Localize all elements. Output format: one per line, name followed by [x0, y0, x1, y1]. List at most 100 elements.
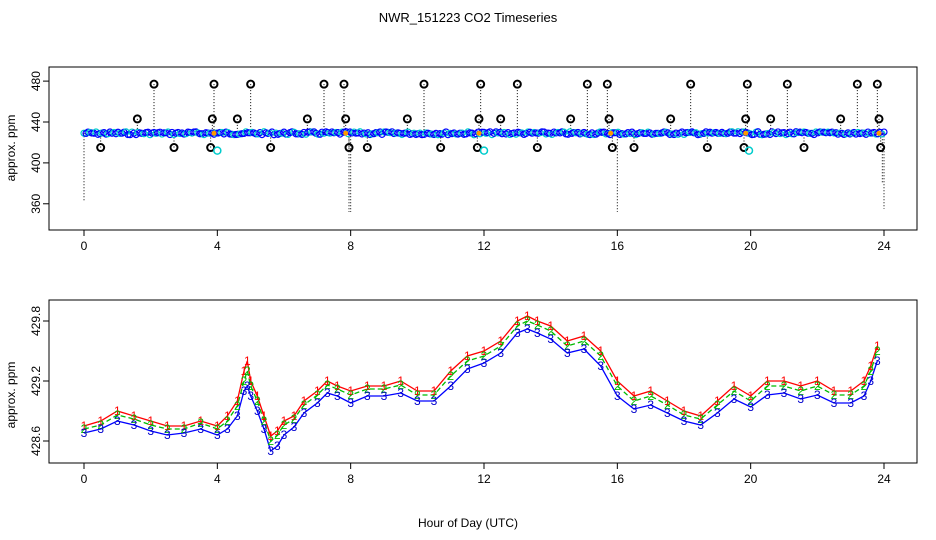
series-2-point-label: 2 [261, 414, 268, 428]
bottom-x-axis: 0 4 8 12 16 20 24 [81, 463, 891, 486]
series-2-point-label: 2 [164, 422, 171, 436]
open-circle-point [766, 114, 776, 124]
series-1-point-label: 1 [164, 419, 171, 433]
top-x-axis: 0 4 8 12 16 20 24 [81, 230, 891, 253]
open-circle-point [339, 79, 349, 89]
series-2-point-label: 2 [234, 399, 241, 413]
series-3-point-label: 3 [831, 396, 838, 410]
open-circle-point [702, 143, 712, 153]
open-circle-point [232, 114, 242, 124]
series-3-point-label: 3 [781, 386, 788, 400]
open-circle-point [207, 114, 217, 124]
open-circle-point [472, 143, 482, 153]
series-2-point-label: 2 [534, 318, 541, 332]
series-1-point-label: 1 [254, 389, 261, 403]
series-1-point-label: 1 [301, 394, 308, 408]
series-2-point-label: 2 [747, 394, 754, 408]
series-2-point-label: 2 [861, 379, 868, 393]
series-1-point-label: 1 [381, 379, 388, 393]
series-1-point-label: 1 [847, 384, 854, 398]
series-3-point-label: 3 [314, 396, 321, 410]
series-2-point-label: 2 [224, 414, 231, 428]
series-1-point-label: 1 [181, 419, 188, 433]
series-1-point-label: 1 [681, 404, 688, 418]
series-3-point-label: 3 [291, 420, 298, 434]
series-1-point-label: 1 [731, 379, 738, 393]
series-3-point-label: 3 [131, 418, 138, 432]
open-circle-point [209, 79, 219, 89]
open-circle-point [874, 114, 884, 124]
series-1-point-label: 1 [234, 394, 241, 408]
open-circle-point [582, 79, 592, 89]
series-2-point-label: 2 [681, 408, 688, 422]
series-1-point-label: 1 [114, 404, 121, 418]
baseline-point [316, 130, 324, 138]
open-circle-point [169, 143, 179, 153]
series-3-point-label: 3 [234, 409, 241, 423]
series-1-point-label: 1 [291, 409, 298, 423]
series-2-point-label: 2 [81, 422, 88, 436]
series-2-point-label: 2 [97, 418, 104, 432]
series-3-point-label: 3 [614, 389, 621, 403]
series-1-point-label: 1 [581, 329, 588, 343]
open-circle-point [629, 143, 639, 153]
open-circle-point [799, 143, 809, 153]
series-1-point-label: 1 [347, 384, 354, 398]
series-3-point-label: 3 [397, 386, 404, 400]
series-1-line [83, 315, 878, 438]
series-3-point-label: 3 [764, 388, 771, 402]
series-3-point-label: 3 [547, 332, 554, 346]
y-tick-label: 429.8 [29, 306, 43, 336]
open-circle-point [362, 143, 372, 153]
open-circle-point [474, 114, 484, 124]
series-1-point-label: 1 [861, 374, 868, 388]
series-2-point-label: 2 [614, 379, 621, 393]
x-tick-label: 24 [877, 472, 891, 486]
open-circle-point [666, 114, 676, 124]
baseline-point [600, 128, 608, 136]
x-tick-label: 4 [214, 239, 221, 253]
baseline-point [224, 128, 232, 137]
series-1-point-label: 1 [647, 384, 654, 398]
series-2-point-label: 2 [114, 408, 121, 422]
open-circle-point [149, 79, 159, 89]
series-3-point-label: 3 [514, 326, 521, 340]
series-2-point-label: 2 [664, 398, 671, 412]
series-3-point-label: 3 [114, 414, 121, 428]
series-1-point-label: 1 [867, 359, 874, 373]
open-circle-point [876, 143, 886, 153]
series-2-point-label: 2 [314, 388, 321, 402]
series-3-point-label: 3 [847, 396, 854, 410]
series-1-point-label: 1 [241, 364, 248, 378]
top-y-axis-label: approx. ppm [4, 115, 18, 182]
series-2-point-label: 2 [334, 382, 341, 396]
series-1-point-label: 1 [714, 394, 721, 408]
series-3-point-label: 3 [874, 354, 881, 368]
series-2-point-label: 2 [431, 388, 438, 402]
series-2-point-label: 2 [481, 349, 488, 363]
series-1-point-label: 1 [664, 394, 671, 408]
series-3-point-label: 3 [497, 346, 504, 360]
series-2-point-label: 2 [847, 388, 854, 402]
x-tick-label: 0 [81, 472, 88, 486]
series-2-point-label: 2 [364, 382, 371, 396]
cyan-circle-point [744, 146, 754, 155]
series-3-point-label: 3 [564, 346, 571, 360]
series-1-point-label: 1 [814, 374, 821, 388]
series-2-point-label: 2 [514, 319, 521, 333]
series-2-point-label: 2 [781, 379, 788, 393]
series-3-point-label: 3 [301, 406, 308, 420]
series-3-point-label: 3 [464, 362, 471, 376]
series-3-point-label: 3 [731, 392, 738, 406]
top-plot-marks [80, 79, 888, 212]
open-circle-point [532, 143, 542, 153]
figure-title: NWR_151223 CO2 Timeseries [379, 10, 558, 25]
open-circle-point [206, 143, 216, 153]
series-2-point-label: 2 [814, 379, 821, 393]
series-2-point-label: 2 [267, 434, 274, 448]
open-circle-point [742, 79, 752, 89]
orange-point [343, 130, 349, 136]
series-2-point-label: 2 [867, 364, 874, 378]
series-3-point-label: 3 [447, 379, 454, 393]
series-1-point-label: 1 [81, 419, 88, 433]
